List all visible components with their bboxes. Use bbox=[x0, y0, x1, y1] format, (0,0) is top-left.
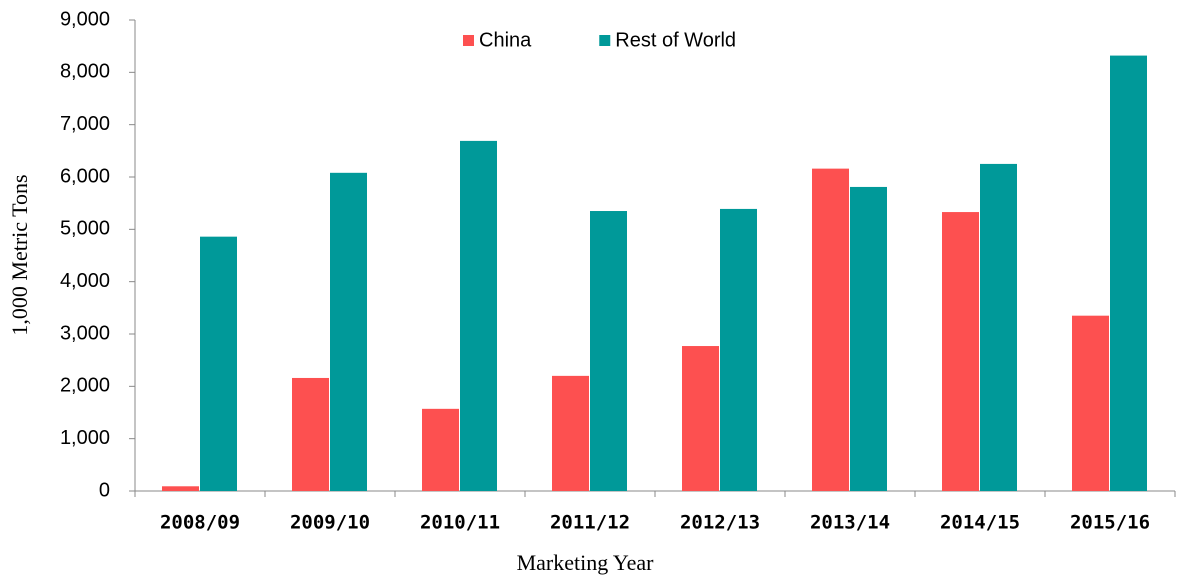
bar bbox=[460, 140, 497, 491]
bar bbox=[162, 486, 199, 491]
bar bbox=[422, 408, 459, 491]
y-tick-label: 5,000 bbox=[60, 218, 110, 240]
y-tick-label: 9,000 bbox=[60, 8, 110, 30]
bar bbox=[552, 375, 589, 491]
bar bbox=[720, 208, 757, 491]
y-tick-label: 6,000 bbox=[60, 165, 110, 187]
bar bbox=[980, 163, 1017, 491]
x-tick-label: 2013/14 bbox=[810, 512, 890, 534]
y-tick-label: 1,000 bbox=[60, 427, 110, 449]
y-axis-label: 1,000 Metric Tons bbox=[7, 174, 32, 335]
legend-label: China bbox=[479, 29, 532, 51]
x-axis-label: Marketing Year bbox=[517, 550, 655, 575]
y-tick-label: 7,000 bbox=[60, 113, 110, 135]
x-tick-label: 2009/10 bbox=[290, 512, 370, 534]
bar bbox=[942, 212, 979, 491]
y-tick-label: 3,000 bbox=[60, 322, 110, 344]
bar bbox=[1110, 55, 1147, 491]
x-tick-label: 2015/16 bbox=[1070, 512, 1150, 534]
x-tick-label: 2008/09 bbox=[160, 512, 240, 534]
bar bbox=[1072, 315, 1109, 491]
y-tick-label: 8,000 bbox=[60, 61, 110, 83]
x-tick-label: 2010/11 bbox=[420, 512, 500, 534]
x-tick-label: 2011/12 bbox=[550, 512, 630, 534]
bar bbox=[850, 186, 887, 491]
bar bbox=[292, 377, 329, 491]
legend-swatch bbox=[599, 35, 611, 46]
y-tick-label: 0 bbox=[99, 479, 110, 501]
legend-swatch bbox=[463, 35, 474, 46]
y-tick-label: 4,000 bbox=[60, 270, 110, 292]
bar bbox=[200, 236, 237, 491]
x-tick-label: 2014/15 bbox=[940, 512, 1020, 534]
y-tick-label: 2,000 bbox=[60, 375, 110, 397]
bar bbox=[812, 168, 849, 492]
bar bbox=[330, 172, 367, 491]
legend-label: Rest of World bbox=[615, 29, 736, 51]
x-tick-label: 2012/13 bbox=[680, 512, 760, 534]
bar bbox=[682, 346, 719, 491]
bar bbox=[590, 211, 627, 491]
